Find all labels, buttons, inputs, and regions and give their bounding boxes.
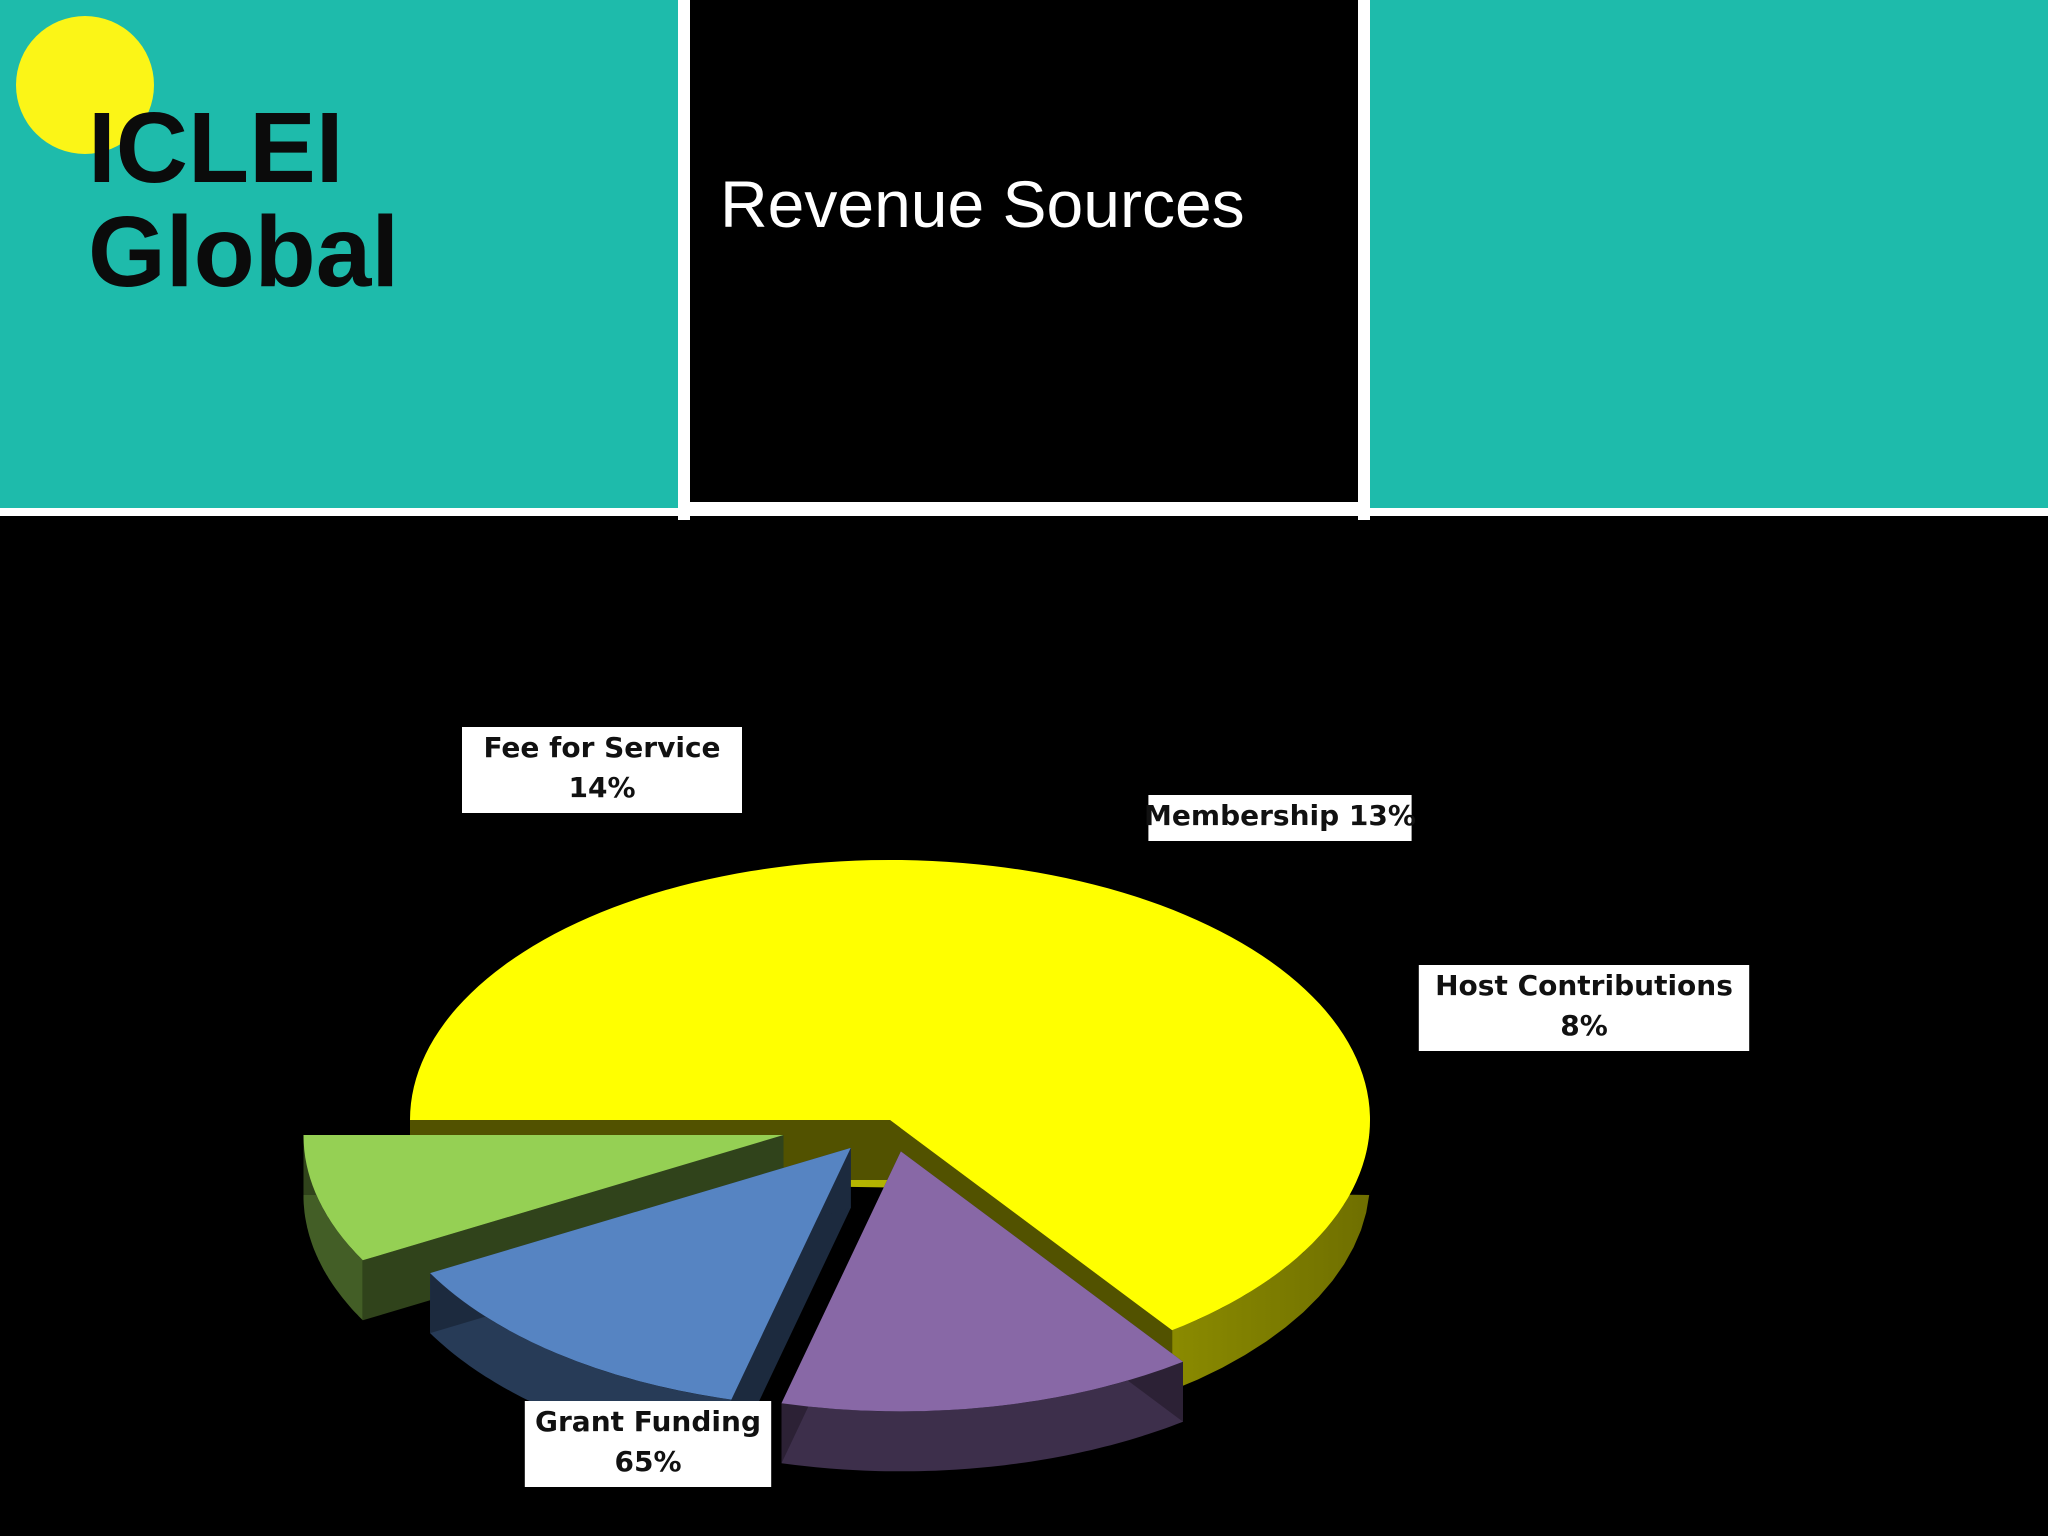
data-label-membership: Membership 13% [1144, 795, 1416, 841]
slice-host-contributions-top [303, 1135, 784, 1261]
data-label-membership-box [1148, 795, 1412, 841]
organization-name: ICLEI Global [88, 92, 400, 308]
pie-labels: Grant Funding 65% Fee for Service 14% Member… [462, 727, 1750, 1487]
pie-slices [303, 859, 1370, 1472]
vertical-divider-right [1358, 0, 1370, 520]
vertical-divider-left [678, 0, 690, 520]
slice-fee-for-service-top [781, 1151, 1183, 1412]
data-label-grant-funding-line-0: Grant Funding [535, 1405, 761, 1438]
data-label-grant-funding-line-1: 65% [614, 1445, 681, 1478]
logo-circle [16, 16, 154, 154]
data-label-fee-for-service: Fee for Service 14% [462, 727, 742, 813]
slide-title: Revenue Sources [720, 167, 1245, 241]
slice-membership [430, 1147, 851, 1460]
slice-membership-top [430, 1147, 851, 1400]
slice-host-contributions-side [303, 1135, 363, 1321]
data-label-host-contributions-line-1: 8% [1560, 1009, 1608, 1042]
slice-grant-funding-top [410, 859, 1370, 1331]
slice-fee-for-service [781, 1151, 1183, 1472]
slice-membership-edge-0 [731, 1147, 851, 1460]
header-panel-title [690, 0, 1358, 502]
data-label-host-contributions-line-0: Host Contributions [1435, 969, 1733, 1002]
data-label-fee-for-service-box [462, 727, 742, 813]
data-label-fee-for-service-line-1: 14% [568, 771, 635, 804]
revenue-pie-chart: Grant Funding 65% Fee for Service 14% Member… [303, 727, 1750, 1487]
horizontal-divider [0, 508, 2048, 516]
header-panel-right [1370, 0, 2048, 508]
data-label-grant-funding-box [524, 1401, 772, 1487]
data-label-fee-for-service-line-0: Fee for Service [483, 731, 720, 764]
slice-fee-for-service-side [781, 1361, 1183, 1472]
data-label-grant-funding: Grant Funding 65% [524, 1401, 772, 1487]
title-panel-bottom-border [690, 502, 1358, 510]
data-label-membership-line-0: Membership 13% [1144, 799, 1416, 832]
data-label-host-contributions: Host Contributions 8% [1418, 965, 1750, 1051]
data-label-host-contributions-box [1418, 965, 1750, 1051]
